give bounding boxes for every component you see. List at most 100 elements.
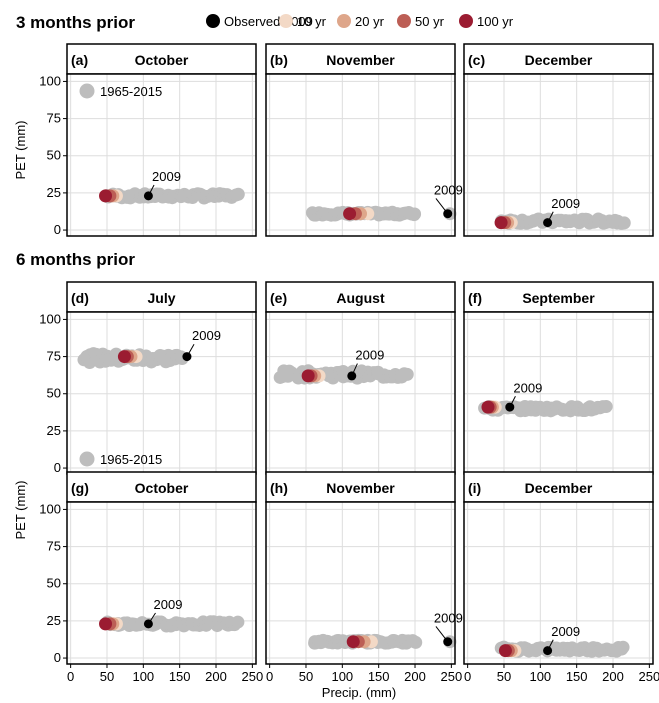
annotation-2009-4: 2009	[355, 348, 384, 363]
x-tick-label-8-4: 200	[602, 669, 624, 684]
plot-border-0	[66, 73, 257, 237]
panel-header-3	[66, 281, 257, 313]
panel-8: (i) December 2009 0 50 100 150 200 250	[463, 471, 659, 684]
observed-point-6	[143, 619, 153, 629]
panel-id-3: (d)	[71, 290, 89, 306]
x-tick-label-7-2: 100	[331, 669, 353, 684]
panel-title-4: August	[336, 290, 385, 306]
return-period-point-4-3	[301, 369, 315, 383]
return-period-point-3-3	[117, 350, 131, 364]
y-axis-label-bottom: PET (mm)	[13, 481, 28, 540]
y-tick-label-6-1: 25	[47, 613, 61, 628]
plot-border-7	[265, 501, 456, 665]
legend-label-4: 100 yr	[477, 14, 514, 29]
x-tick-label-6-4: 200	[205, 669, 227, 684]
plot-area-2	[464, 74, 653, 236]
panel-title-5: September	[522, 290, 595, 306]
annotation-2009-1: 2009	[434, 182, 463, 197]
annotation-2009-5: 2009	[513, 380, 542, 395]
section-title-6-months: 6 months prior	[16, 250, 135, 269]
y-tick-label-3-3: 75	[47, 349, 61, 364]
x-tick-label-8-3: 150	[566, 669, 588, 684]
panel-header-0	[66, 43, 257, 75]
plot-area-6	[67, 502, 256, 664]
observed-point-0	[143, 191, 153, 201]
panel-title-7: November	[326, 480, 395, 496]
y-tick-label-3-2: 50	[47, 386, 61, 401]
annotation-2009-7: 2009	[434, 610, 463, 625]
panel-title-0: October	[135, 52, 189, 68]
legend-marker-0	[206, 14, 220, 28]
y-tick-label-0-4: 100	[39, 73, 61, 88]
panel-header-6	[66, 471, 257, 503]
panel-id-2: (c)	[468, 52, 485, 68]
panel-1: (b) November 2009	[265, 43, 463, 237]
y-axis-label-top: PET (mm)	[13, 121, 28, 180]
annotation-2009-0: 2009	[152, 169, 181, 184]
panel-3: (d) July 2009 1965-2015 0 25 50 75 100	[39, 281, 257, 475]
x-tick-label-7-4: 200	[404, 669, 426, 684]
y-tick-label-3-1: 25	[47, 423, 61, 438]
return-period-point-0-3	[99, 189, 113, 203]
history-point-2-54	[617, 216, 631, 230]
plot-area-5	[464, 312, 653, 474]
panel-id-1: (b)	[270, 52, 288, 68]
history-point-7-54	[409, 635, 423, 649]
x-tick-label-7-5: 250	[441, 669, 463, 684]
return-period-point-6-3	[99, 617, 113, 631]
x-axis-label: Precip. (mm)	[322, 685, 396, 700]
panel-2: (c) December 2009	[463, 43, 654, 237]
panel-6: (g) October 2009 0 25 50 75 100 0 50 100 150 200 250	[39, 471, 263, 684]
annotation-2009-8: 2009	[551, 624, 580, 639]
history-point-4-54	[400, 367, 414, 381]
y-tick-label-6-3: 75	[47, 539, 61, 554]
x-tick-label-6-0: 0	[67, 669, 74, 684]
return-period-point-7-3	[346, 635, 360, 649]
y-tick-label-0-1: 25	[47, 185, 61, 200]
panel-id-6: (g)	[71, 480, 89, 496]
x-tick-label-6-1: 50	[100, 669, 114, 684]
panel-4: (e) August 2009	[265, 281, 456, 475]
plot-area-0	[67, 74, 256, 236]
y-tick-label-6-2: 50	[47, 576, 61, 591]
annotation-2009-6: 2009	[154, 597, 183, 612]
observed-point-3	[182, 352, 192, 362]
y-tick-label-0-3: 75	[47, 111, 61, 126]
panel-title-8: December	[525, 480, 593, 496]
panels: (a) October 2009 1965-2015 0 25 50 75 100 (b) Nove…	[39, 43, 659, 684]
y-tick-label-6-0: 0	[54, 650, 61, 665]
history-legend-marker-3	[79, 451, 95, 467]
panel-7: (h) November 2009 0 50 100 150 200 250	[265, 471, 463, 684]
x-tick-label-7-1: 50	[299, 669, 313, 684]
panel-0: (a) October 2009 1965-2015 0 25 50 75 100	[39, 43, 257, 237]
return-period-point-2-3	[494, 216, 508, 230]
observed-point-5	[505, 402, 515, 412]
legend-label-1: 10 yr	[297, 14, 327, 29]
observed-point-4	[347, 371, 357, 381]
observed-point-2	[543, 218, 553, 228]
legend-marker-3	[397, 14, 411, 28]
x-tick-label-7-0: 0	[266, 669, 273, 684]
panel-header-8	[463, 471, 654, 503]
section-title-3-months: 3 months prior	[16, 13, 135, 32]
annotation-2009-3: 2009	[192, 328, 221, 343]
observed-point-8	[543, 646, 553, 656]
panel-id-4: (e)	[270, 290, 287, 306]
return-period-point-8-3	[498, 644, 512, 658]
y-tick-label-3-4: 100	[39, 311, 61, 326]
x-tick-label-8-5: 250	[639, 669, 659, 684]
x-tick-label-7-3: 150	[368, 669, 390, 684]
plot-border-6	[66, 501, 257, 665]
plot-area-3	[67, 312, 256, 474]
legend-label-3: 50 yr	[415, 14, 445, 29]
y-tick-label-3-0: 0	[54, 460, 61, 475]
observed-point-7	[443, 637, 453, 647]
plot-border-2	[463, 73, 654, 237]
plot-area-4	[266, 312, 455, 474]
panel-id-7: (h)	[270, 480, 288, 496]
y-tick-label-0-2: 50	[47, 148, 61, 163]
legend-marker-2	[337, 14, 351, 28]
y-tick-label-6-4: 100	[39, 501, 61, 516]
panel-title-2: December	[525, 52, 593, 68]
